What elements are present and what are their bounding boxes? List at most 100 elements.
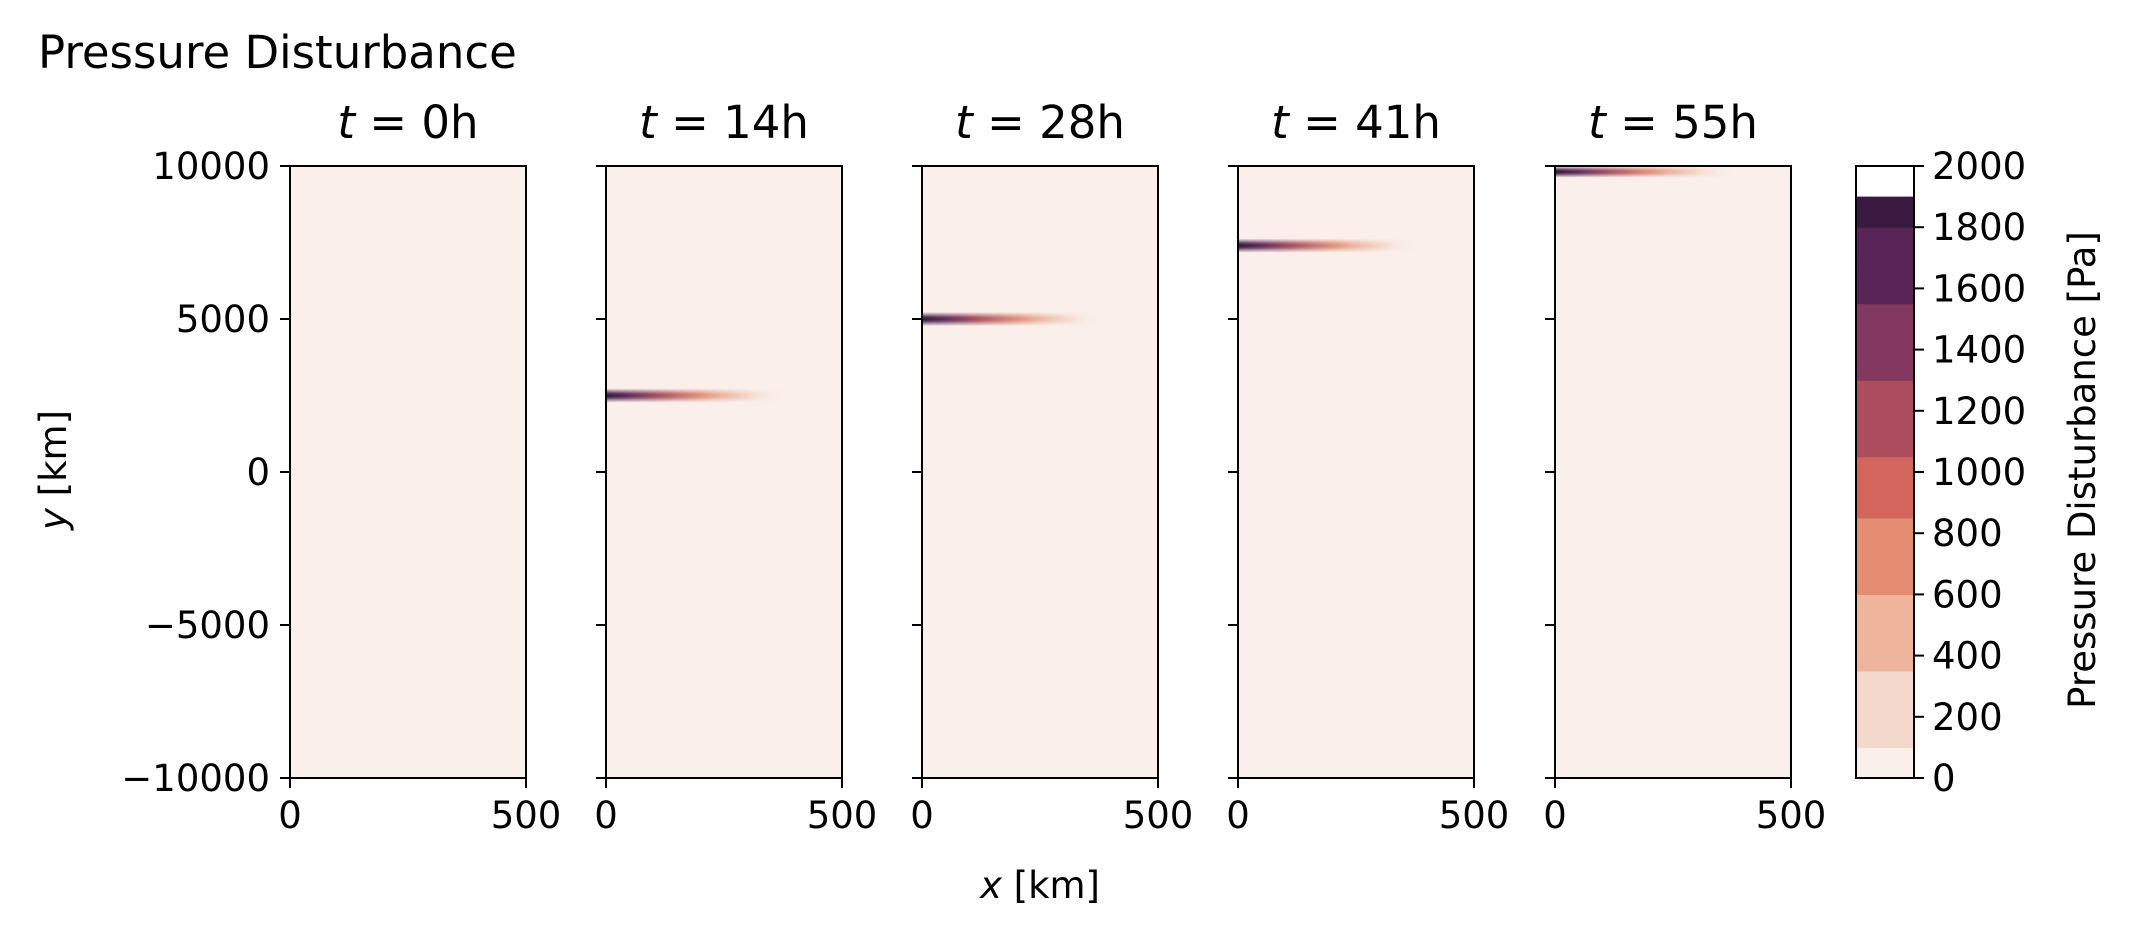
- colorbar-tick-label: 800: [1932, 512, 2003, 555]
- y-axis-label-unit: [km]: [32, 410, 75, 508]
- colorbar-tick-label: 1000: [1932, 451, 2026, 494]
- colorbar-band: [1856, 257, 1914, 274]
- colorbar-label: Pressure Disturbance [Pa]: [2061, 231, 2104, 709]
- heatmap-field: [290, 166, 526, 778]
- x-tick-label: 0: [594, 794, 618, 837]
- colorbar-band: [1856, 655, 1914, 672]
- colorbar-tick-label: 400: [1932, 635, 2003, 678]
- colorbar-band: [1856, 625, 1914, 641]
- panel-title-var: t: [1271, 96, 1291, 149]
- heatmap-panel-55h: t = 55h 0 500: [1543, 96, 1826, 837]
- panel-title: t = 14h: [639, 96, 809, 149]
- colorbar-band: [1856, 227, 1914, 244]
- colorbar-band: [1856, 426, 1914, 442]
- panel-title-value: 41h: [1355, 96, 1441, 149]
- x-tick-label: 500: [491, 794, 562, 837]
- x-axis-label: x [km]: [979, 864, 1100, 907]
- figure-title: Pressure Disturbance: [38, 26, 517, 79]
- x-tick-label: 500: [1123, 794, 1194, 837]
- panel-title-value: 0h: [421, 96, 478, 149]
- x-tick-label: 500: [1756, 794, 1827, 837]
- colorbar-band: [1856, 594, 1914, 611]
- colorbar-band: [1856, 609, 1914, 626]
- x-axis-label-unit: [km]: [1002, 864, 1100, 907]
- x-tick-label: 0: [910, 794, 934, 837]
- colorbar-band: [1856, 288, 1914, 305]
- panel-title-eq: =: [1606, 96, 1672, 149]
- y-tick-label: −10000: [121, 757, 270, 800]
- y-tick-label: −5000: [145, 604, 270, 647]
- panel-title: t = 0h: [337, 96, 478, 149]
- x-tick-label: 500: [807, 794, 878, 837]
- colorbar-band: [1856, 563, 1914, 580]
- colorbar-band: [1856, 364, 1914, 381]
- x-tick-label: 0: [278, 794, 302, 837]
- colorbar-tick-label: 200: [1932, 696, 2003, 739]
- heatmap-panel-28h: t = 28h 0 500: [910, 96, 1193, 837]
- panel-title-value: 14h: [723, 96, 809, 149]
- colorbar-band: [1856, 441, 1914, 458]
- colorbar-band: [1856, 319, 1914, 335]
- colorbar-tick-label: 1400: [1932, 329, 2026, 372]
- colorbar-band: [1856, 211, 1914, 228]
- heatmap-panel-41h: t = 41h 0 500: [1226, 96, 1509, 837]
- panel-title-eq: =: [657, 96, 723, 149]
- colorbar-band: [1856, 349, 1914, 366]
- panel-title-value: 55h: [1672, 96, 1758, 149]
- panel-title-eq: =: [1289, 96, 1355, 149]
- colorbar-band: [1856, 517, 1914, 534]
- colorbar-tick-label: 600: [1932, 573, 2003, 616]
- colorbar-band: [1856, 670, 1914, 687]
- colorbar-tick-label: 1200: [1932, 390, 2026, 433]
- colorbar-band: [1856, 640, 1914, 657]
- heatmap-field: [922, 166, 1158, 778]
- colorbar-band: [1856, 303, 1914, 320]
- colorbar-band: [1856, 686, 1914, 703]
- colorbar-tick-label: 1600: [1932, 267, 2026, 310]
- colorbar-band: [1856, 762, 1914, 779]
- colorbar-band: [1856, 273, 1914, 289]
- colorbar-tick-label: 0: [1932, 757, 1956, 800]
- colorbar-tick-label: 1800: [1932, 206, 2026, 249]
- pressure-pulse: [1555, 166, 1735, 178]
- y-tick-label: 5000: [176, 298, 270, 341]
- colorbar-band: [1856, 334, 1914, 351]
- panel-title: t = 41h: [1271, 96, 1441, 149]
- colorbar-band: [1856, 196, 1914, 213]
- heatmap-field: [606, 166, 842, 778]
- panel-title: t = 28h: [955, 96, 1125, 149]
- panel-title-var: t: [955, 96, 975, 149]
- x-tick-label: 0: [1226, 794, 1250, 837]
- heatmap-panel-14h: t = 14h 0 500: [594, 96, 877, 837]
- y-axis-label: y [km]: [32, 410, 75, 531]
- colorbar: 0 200 400 600 800 1000 1200 1400 1600 1800 2000: [1855, 145, 2026, 800]
- colorbar-band: [1856, 716, 1914, 733]
- panel-title-value: 28h: [1039, 96, 1125, 149]
- x-tick-label: 0: [1543, 794, 1567, 837]
- colorbar-band: [1856, 701, 1914, 718]
- y-axis-label-var: y: [32, 507, 75, 531]
- panel-title-var: t: [1588, 96, 1608, 149]
- x-axis-label-var: x: [979, 864, 1003, 907]
- panel-title-var: t: [337, 96, 357, 149]
- colorbar-band: [1856, 380, 1914, 397]
- colorbar-band: [1856, 242, 1914, 259]
- panel-title-eq: =: [355, 96, 421, 149]
- colorbar-tick-label: 2000: [1932, 145, 2026, 188]
- colorbar-band: [1856, 747, 1914, 764]
- y-tick-label: 10000: [152, 145, 270, 188]
- colorbar-band: [1856, 487, 1914, 504]
- colorbar-band: [1856, 732, 1914, 748]
- colorbar-band: [1856, 533, 1914, 550]
- colorbar-band: [1856, 579, 1914, 595]
- panel-title: t = 55h: [1588, 96, 1758, 149]
- pressure-pulse: [922, 311, 1102, 327]
- x-tick-label: 500: [1439, 794, 1510, 837]
- heatmap-field: [1238, 166, 1474, 778]
- colorbar-band: [1856, 410, 1914, 427]
- panel-title-eq: =: [973, 96, 1039, 149]
- colorbar-band: [1856, 548, 1914, 565]
- colorbar-band: [1856, 502, 1914, 519]
